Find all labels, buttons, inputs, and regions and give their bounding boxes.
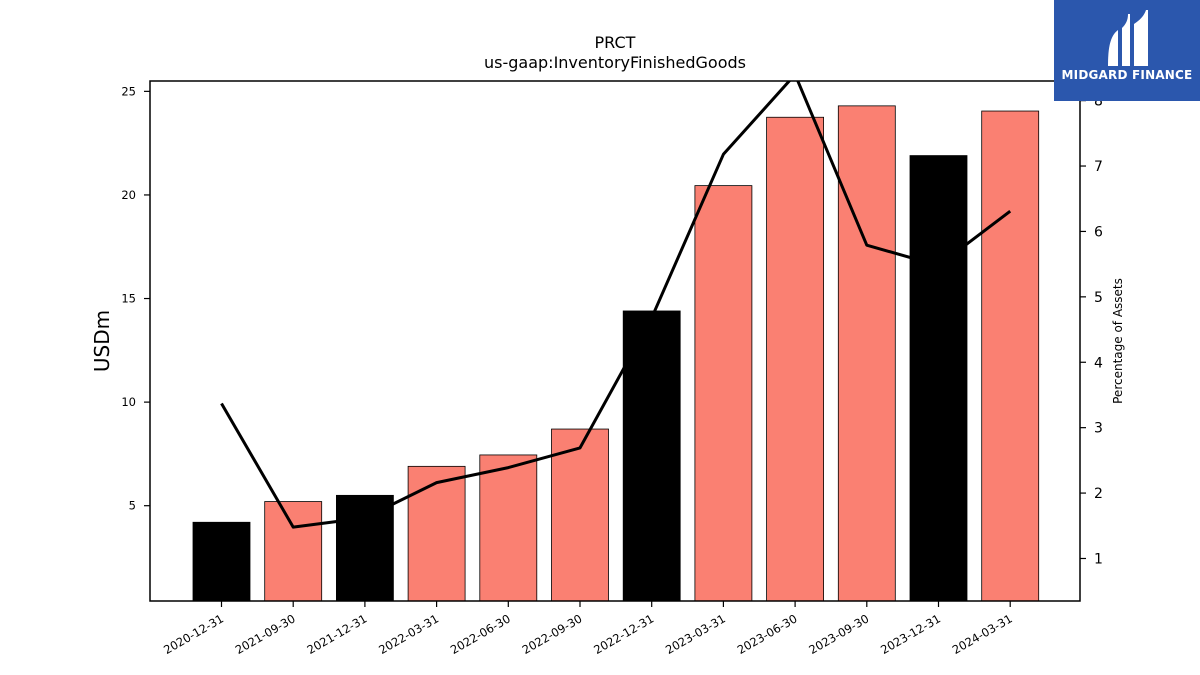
bar-2022-09-30	[551, 428, 609, 602]
bar-2022-06-30	[479, 454, 538, 602]
logo-text: MIDGARD FINANCE	[1061, 68, 1193, 82]
right-tick-label: 2	[1094, 486, 1103, 502]
bar-2023-03-31	[694, 185, 753, 602]
percentage-line	[220, 81, 1012, 529]
x-tick-label: 2021-09-30	[233, 611, 298, 657]
x-axis-ticks: 2020-12-31 2021-09-30 2021-12-31 2022-03-31…	[161, 601, 1015, 657]
x-tick-label: 2022-09-30	[520, 611, 585, 657]
x-tick-label: 2022-12-31	[591, 611, 656, 657]
y2-axis-label: Percentage of Assets	[1111, 278, 1125, 404]
y-axis-label: USDm	[90, 310, 114, 372]
x-tick-label: 2022-06-30	[448, 611, 513, 657]
bar-2023-12-31	[909, 155, 968, 602]
right-tick-label: 7	[1094, 159, 1103, 175]
right-axis-ticks: 1 2 3 4 5 6 7 8	[1080, 94, 1103, 567]
x-tick-label: 2023-03-31	[663, 611, 728, 657]
left-tick-label: 20	[121, 188, 136, 202]
x-tick-label: 2023-12-31	[878, 611, 943, 657]
x-tick-label: 2021-12-31	[305, 611, 370, 657]
line-group	[220, 81, 1012, 529]
left-tick-label: 15	[121, 292, 136, 306]
bar-2023-06-30	[766, 116, 824, 602]
x-tick-label: 2020-12-31	[161, 611, 226, 657]
left-tick-label: 10	[121, 395, 136, 409]
right-tick-label: 4	[1094, 355, 1103, 371]
x-tick-label: 2023-09-30	[806, 611, 871, 657]
x-tick-label: 2023-06-30	[735, 611, 800, 657]
x-tick-label: 2022-03-31	[376, 611, 441, 657]
right-tick-label: 8	[1094, 94, 1103, 110]
bar-2022-03-31	[407, 465, 466, 602]
bar-2020-12-31	[192, 521, 251, 602]
bar-2024-03-31	[981, 110, 1040, 602]
right-tick-label: 6	[1094, 224, 1103, 240]
bars-group	[192, 105, 1040, 602]
left-tick-label: 25	[121, 84, 136, 98]
bar-2021-09-30	[264, 501, 323, 602]
chart-subtitle: us-gaap:InventoryFinishedGoods	[484, 53, 746, 72]
right-tick-label: 1	[1094, 551, 1103, 567]
x-tick-label: 2024-03-31	[950, 611, 1015, 657]
midgard-finance-logo: MIDGARD FINANCE	[1054, 0, 1200, 101]
right-tick-label: 5	[1094, 290, 1103, 306]
bar-2022-12-31	[622, 310, 681, 602]
left-axis-ticks: 5 10 15 20 25	[121, 84, 150, 513]
chart-title: PRCT	[595, 33, 636, 52]
midgard-logo-icon	[1108, 10, 1148, 66]
plot-frame	[149, 80, 1081, 602]
left-tick-label: 5	[129, 499, 136, 513]
bar-2021-12-31	[335, 494, 394, 602]
bar-2023-09-30	[837, 105, 896, 602]
right-tick-label: 3	[1094, 421, 1103, 437]
